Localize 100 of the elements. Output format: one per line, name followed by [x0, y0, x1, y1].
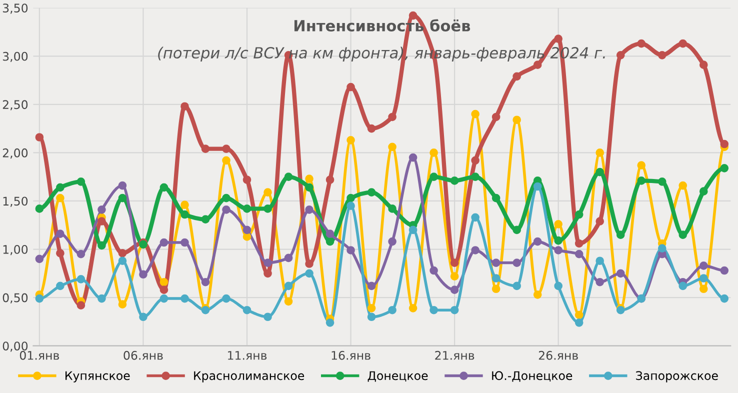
- point: [720, 164, 729, 172]
- point: [554, 236, 563, 245]
- point: [284, 254, 293, 262]
- point: [180, 102, 189, 111]
- point: [367, 188, 376, 196]
- point: [720, 294, 729, 303]
- point: [471, 213, 480, 222]
- point: [76, 250, 86, 258]
- point: [596, 217, 604, 226]
- point: [471, 246, 480, 254]
- point: [574, 318, 584, 327]
- point: [492, 274, 500, 282]
- point: [56, 194, 64, 202]
- point: [76, 275, 86, 284]
- point: [430, 306, 438, 314]
- point: [388, 237, 396, 246]
- point: [98, 217, 106, 226]
- point: [492, 258, 500, 267]
- point: [450, 286, 459, 294]
- point: [35, 294, 44, 303]
- y-tick-label: 3,00: [2, 52, 28, 62]
- point: [118, 181, 127, 190]
- point: [408, 304, 418, 312]
- point: [56, 282, 64, 290]
- point: [222, 156, 230, 165]
- point: [450, 176, 459, 185]
- point: [616, 51, 625, 60]
- point: [430, 172, 438, 182]
- legend-label: Купянское: [66, 371, 130, 382]
- point: [160, 286, 168, 294]
- point: [471, 110, 480, 118]
- x-tick-label: 16.янв: [332, 350, 370, 360]
- point: [596, 168, 604, 176]
- point: [160, 278, 168, 286]
- point: [326, 230, 334, 238]
- point: [98, 241, 106, 250]
- point: [76, 178, 86, 186]
- point: [35, 204, 44, 213]
- point: [554, 34, 563, 43]
- point: [699, 274, 708, 282]
- point: [180, 294, 189, 303]
- point: [408, 153, 418, 162]
- point: [118, 300, 127, 308]
- point: [388, 204, 396, 213]
- point: [264, 269, 272, 278]
- point: [637, 176, 646, 185]
- point: [222, 294, 230, 303]
- point: [284, 282, 293, 290]
- point: [574, 250, 584, 258]
- point: [574, 310, 584, 320]
- x-tick-label: 21.янв: [435, 350, 474, 360]
- point: [430, 266, 438, 275]
- point: [616, 269, 625, 278]
- y-tick-label: 2,50: [2, 100, 28, 110]
- point: [346, 202, 355, 210]
- point: [658, 51, 666, 60]
- y-tick-label: 1,50: [3, 196, 28, 207]
- point: [554, 220, 563, 228]
- legend-label: Краснолиманское: [194, 371, 304, 382]
- point: [76, 301, 86, 310]
- point: [450, 272, 459, 280]
- point: [35, 254, 44, 264]
- point: [699, 284, 708, 294]
- point: [346, 194, 355, 202]
- point: [388, 112, 396, 122]
- point: [242, 232, 252, 241]
- point: [574, 210, 584, 219]
- x-tick-label: 06.янв: [124, 350, 163, 360]
- point: [139, 270, 148, 279]
- point: [408, 11, 418, 20]
- point: [346, 136, 355, 144]
- point: [533, 182, 542, 191]
- point: [201, 278, 210, 286]
- point: [678, 230, 688, 239]
- legend-label: Донецкое: [368, 371, 428, 382]
- point: [305, 183, 314, 192]
- point: [160, 294, 168, 303]
- point: [326, 237, 334, 246]
- point: [554, 246, 563, 254]
- point: [512, 72, 521, 81]
- y-tick-label: 0,00: [2, 342, 28, 352]
- point: [98, 294, 106, 303]
- point: [118, 194, 127, 202]
- point: [658, 244, 666, 252]
- point: [201, 144, 210, 154]
- point: [264, 204, 272, 213]
- point: [367, 312, 376, 322]
- point: [242, 306, 252, 314]
- point: [533, 290, 542, 299]
- point: [180, 200, 189, 210]
- point: [139, 312, 148, 322]
- y-tick-label: 0,50: [2, 293, 28, 304]
- point: [367, 124, 376, 133]
- point: [201, 215, 210, 224]
- point: [471, 156, 480, 165]
- point: [160, 238, 168, 247]
- point: [637, 39, 646, 48]
- point: [492, 112, 500, 122]
- point: [720, 140, 729, 148]
- point: [56, 230, 64, 238]
